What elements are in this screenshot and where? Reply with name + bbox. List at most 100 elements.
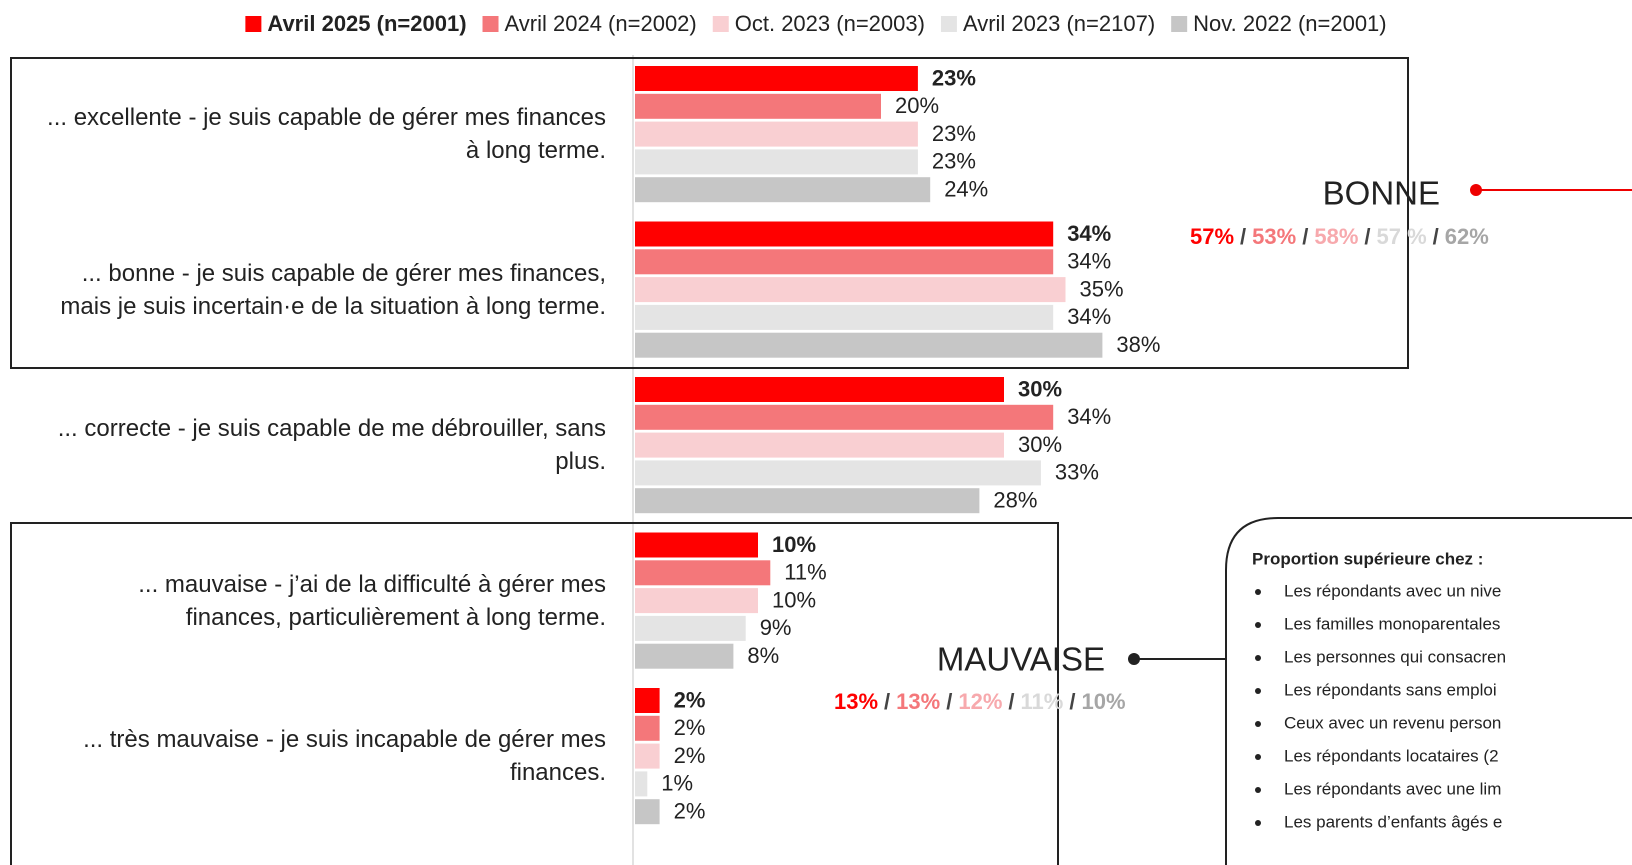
category-label: ... mauvaise - j’ai de la difficulté à g… (138, 570, 606, 631)
value-label: 9% (760, 615, 792, 640)
callout-title: Proportion supérieure chez : (1252, 549, 1483, 568)
value-label: 2% (674, 687, 706, 712)
callout-item: Les répondants avec une lim (1284, 779, 1501, 798)
legend: Avril 2025 (n=2001) Avril 2024 (n=2002) Oc… (245, 11, 1387, 36)
bar (635, 643, 734, 669)
annotation-value: 10% (1081, 689, 1125, 714)
bar (635, 532, 758, 558)
annotation-value: 57% (1190, 224, 1234, 249)
bar (635, 799, 660, 825)
bar (635, 93, 881, 119)
separator: / (946, 689, 952, 714)
legend-label: Avril 2025 (n=2001) (267, 11, 466, 36)
bar (635, 121, 918, 147)
annotation-value: 11% (1021, 689, 1064, 714)
separator: / (1364, 224, 1370, 249)
annotation-value: 13% (834, 689, 878, 714)
separator: / (1069, 689, 1075, 714)
legend-label: Avril 2024 (n=2002) (505, 11, 697, 36)
bar (635, 332, 1103, 358)
value-label: 34% (1067, 404, 1111, 429)
bar (635, 715, 660, 741)
bar (635, 249, 1054, 275)
callout-item: Ceux avec un revenu person (1284, 713, 1501, 732)
callout-item: Les répondants avec un nive (1284, 581, 1501, 600)
annotation-value: 53% (1252, 224, 1296, 249)
annotation-value: 62% (1445, 224, 1489, 249)
value-label: 38% (1116, 332, 1160, 357)
legend-swatch (712, 16, 729, 32)
value-label: 23% (932, 149, 976, 174)
bar (635, 221, 1054, 247)
value-label: 2% (674, 799, 706, 824)
legend-swatch (940, 16, 957, 32)
separator: / (1302, 224, 1308, 249)
separator: / (1008, 689, 1014, 714)
bar (635, 771, 648, 797)
legend-swatch (1171, 16, 1188, 32)
annotation-value: 58% (1314, 224, 1358, 249)
legend-label: Avril 2023 (n=2107) (963, 11, 1155, 36)
value-label: 30% (1018, 376, 1062, 401)
value-label: 1% (661, 771, 693, 796)
callout-item: Les personnes qui consacren (1284, 647, 1506, 666)
legend-swatch (482, 16, 499, 32)
legend-label: Nov. 2022 (n=2001) (1193, 11, 1386, 36)
bullet (1255, 589, 1261, 595)
annotation-label: MAUVAISE (937, 641, 1105, 678)
annotation-values: 13%/13%/12%/11%/10% (834, 689, 1126, 714)
bar (635, 432, 1004, 458)
legend-swatch (245, 16, 262, 32)
bullet (1255, 622, 1261, 628)
bar (635, 688, 660, 713)
value-label: 34% (1067, 221, 1111, 246)
callout-box (1225, 517, 1632, 865)
callout-item: Les familles monoparentales (1284, 614, 1500, 633)
separator: / (884, 689, 890, 714)
value-label: 35% (1080, 276, 1124, 301)
callout-item: Les répondants locataires (2 (1284, 746, 1499, 765)
annotation-label: BONNE (1323, 175, 1440, 212)
value-label: 23% (932, 65, 976, 90)
separator: / (1240, 224, 1246, 249)
value-label: 30% (1018, 432, 1062, 457)
bullet (1255, 820, 1261, 826)
bullet (1255, 721, 1261, 727)
annotation-values: 57%/53%/58%/57 %/62% (1190, 224, 1489, 249)
value-label: 11% (784, 560, 826, 585)
value-label: 10% (772, 587, 816, 612)
value-label: 33% (1055, 460, 1099, 485)
category-label: ... correcte - je suis capable de me déb… (57, 415, 606, 476)
bar (635, 304, 1054, 330)
bar (635, 404, 1054, 430)
bonne-box (10, 57, 1409, 369)
category-label: ... excellente - je suis capable de gére… (47, 104, 606, 165)
bar (635, 560, 771, 586)
bar (635, 149, 918, 175)
callout-item: Les parents d’enfants âgés e (1284, 812, 1502, 831)
annotation-value: 12% (958, 689, 1002, 714)
category-label: ... bonne - je suis capable de gérer mes… (60, 259, 606, 320)
value-label: 2% (674, 743, 706, 768)
bar (635, 615, 746, 641)
annotation-value: 13% (896, 689, 940, 714)
value-label: 8% (747, 643, 779, 668)
bullet (1255, 754, 1261, 760)
value-label: 24% (944, 177, 988, 202)
callout-item: Les répondants sans emploi (1284, 680, 1497, 699)
value-label: 34% (1067, 304, 1111, 329)
value-label: 2% (674, 715, 706, 740)
bar (635, 277, 1066, 303)
bar (635, 377, 1004, 402)
separator: / (1433, 224, 1439, 249)
value-label: 10% (772, 532, 816, 557)
value-label: 20% (895, 93, 939, 118)
bar (635, 588, 758, 614)
legend-label: Oct. 2023 (n=2003) (735, 11, 925, 36)
value-label: 34% (1067, 249, 1111, 274)
value-label: 23% (932, 121, 976, 146)
bar (635, 66, 918, 91)
bar (635, 460, 1041, 486)
